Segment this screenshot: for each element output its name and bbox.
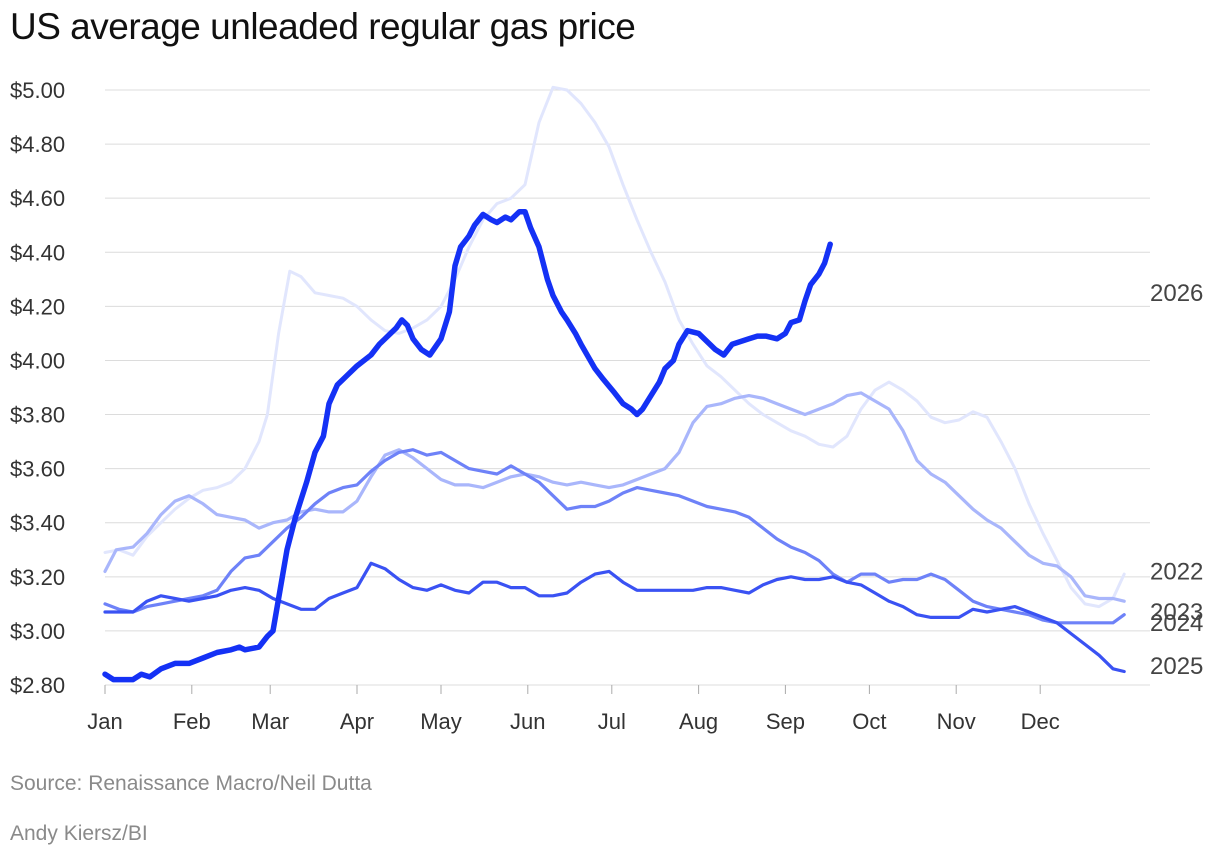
x-tick-label: Jul (598, 709, 626, 734)
series-lines (102, 85, 1126, 683)
series-label-2022: 2022 (1150, 558, 1203, 585)
x-tick-label: Dec (1021, 709, 1060, 734)
gridlines (105, 89, 1150, 686)
series-line-2025 (103, 561, 1126, 674)
series-label-2026: 2026 (1150, 280, 1203, 307)
y-tick-label: $4.20 (10, 294, 65, 319)
y-tick-label: $3.60 (10, 457, 65, 482)
y-axis-ticks: $5.00 $4.80 $4.60 $4.40 $4.20 $4.00 $3.80 $3.60… (10, 78, 65, 698)
series-label-2025: 2025 (1150, 653, 1203, 680)
x-tick-label: Apr (340, 709, 374, 734)
x-tick-label: Sep (766, 709, 805, 734)
series-label-2024: 2024 (1150, 610, 1203, 637)
x-tick-label: Nov (937, 709, 976, 734)
x-tick-label: Jan (87, 709, 122, 734)
series-line-2024 (103, 448, 1126, 625)
chart-title: US average unleaded regular gas price (10, 6, 636, 47)
x-tick-label: Mar (251, 709, 289, 734)
y-tick-label: $4.80 (10, 132, 65, 157)
x-tick-label: Aug (679, 709, 718, 734)
x-tick-label: Oct (852, 709, 886, 734)
y-tick-label: $4.00 (10, 348, 65, 373)
series-line-2023 (103, 391, 1126, 603)
y-tick-label: $4.40 (10, 240, 65, 265)
x-axis-ticks: Jan Feb Mar Apr May Jun Jul Aug Sep Oct Nov Dec (87, 685, 1060, 734)
y-tick-label: $3.40 (10, 511, 65, 536)
x-tick-label: Jun (510, 709, 545, 734)
x-tick-label: Feb (173, 709, 211, 734)
credit-note: Andy Kiersz/BI (10, 822, 148, 845)
series-line-2026 (102, 208, 833, 683)
y-tick-label: $5.00 (10, 78, 65, 103)
y-tick-label: $3.00 (10, 619, 65, 644)
y-tick-label: $2.80 (10, 673, 65, 698)
y-tick-label: $3.80 (10, 403, 65, 428)
series-label-2023: 2023 (1150, 599, 1203, 626)
source-note: Source: Renaissance Macro/Neil Dutta (10, 772, 372, 795)
series-line-2022 (103, 85, 1126, 609)
y-tick-label: $4.60 (10, 186, 65, 211)
y-tick-label: $3.20 (10, 565, 65, 590)
x-tick-label: May (420, 709, 462, 734)
